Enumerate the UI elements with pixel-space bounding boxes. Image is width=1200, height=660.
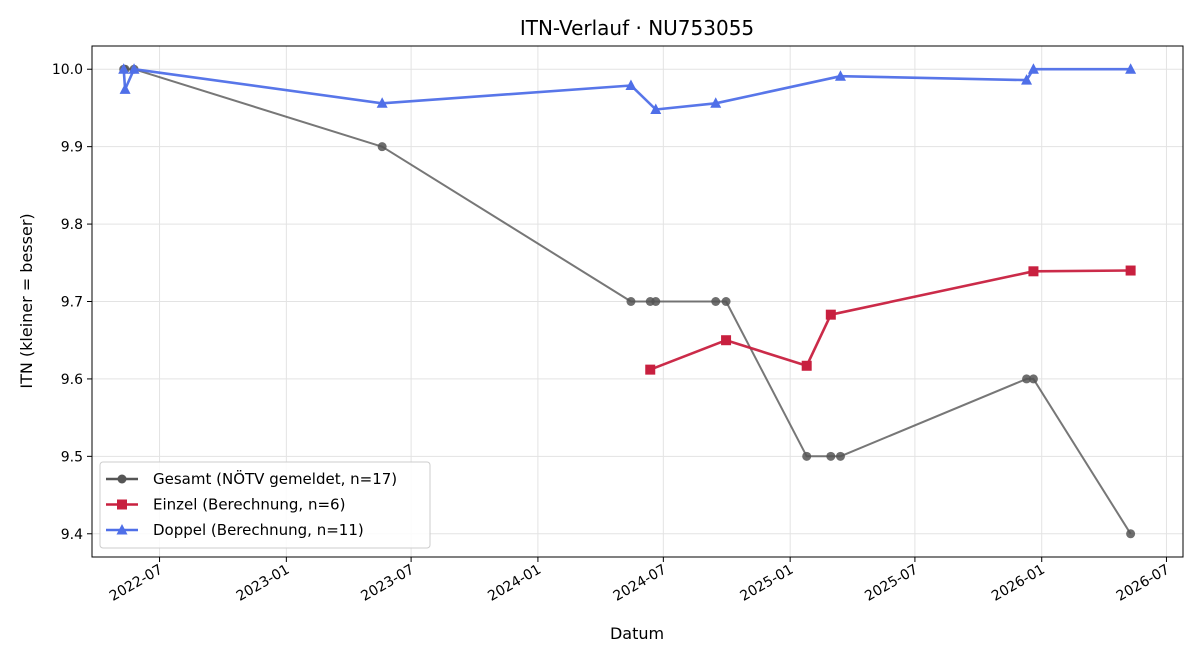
y-tick-label: 9.7 (61, 295, 83, 311)
y-axis-label: ITN (kleiner = besser) (17, 213, 36, 388)
y-tick-label: 9.4 (61, 527, 83, 543)
legend-box (99, 461, 431, 549)
y-tick-label: 9.8 (61, 217, 83, 233)
data-point (710, 97, 722, 108)
data-point (1126, 529, 1136, 539)
data-point (1028, 266, 1039, 277)
legend-entry: Gesamt (NÖTV gemeldet, n=17) (106, 469, 397, 488)
legend-label: Doppel (Berechnung, n=11) (153, 521, 364, 539)
legend-label: Einzel (Berechnung, n=6) (153, 496, 345, 514)
legend-marker (117, 474, 127, 484)
data-point (128, 63, 140, 74)
data-point (721, 335, 732, 346)
series-circle (119, 64, 1136, 539)
legend-entry: Einzel (Berechnung, n=6) (106, 496, 345, 514)
series-triangle (118, 63, 1137, 114)
data-point (1125, 265, 1136, 276)
data-point (826, 451, 836, 461)
data-point (1125, 63, 1137, 74)
data-point (825, 309, 836, 320)
legend-label: Gesamt (NÖTV gemeldet, n=17) (153, 469, 397, 488)
series-square (645, 265, 1136, 375)
data-point (711, 297, 721, 306)
data-point (834, 70, 846, 81)
data-point (1022, 374, 1032, 384)
data-point (376, 97, 388, 108)
y-tick-label: 9.6 (61, 372, 83, 388)
data-point (377, 142, 387, 152)
legend-marker (116, 524, 128, 535)
series-line (649, 269, 1131, 371)
data-point (1028, 374, 1038, 384)
legend-entry: Doppel (Berechnung, n=11) (106, 521, 364, 539)
data-point (650, 103, 662, 114)
x-axis-label: Datum (610, 624, 664, 643)
chart-title: ITN-Verlauf · NU753055 (520, 16, 754, 40)
data-point (721, 297, 731, 306)
data-point (625, 79, 637, 90)
y-tick-label: 10.0 (52, 62, 83, 78)
data-point (645, 364, 656, 375)
data-point (802, 451, 812, 461)
data-point (801, 360, 812, 371)
legend-marker (117, 499, 127, 510)
data-point (1027, 63, 1039, 74)
data-point (119, 83, 131, 94)
data-point (626, 297, 636, 306)
grid (92, 46, 1183, 557)
data-point (651, 297, 661, 306)
series-layer (118, 63, 1137, 539)
y-tick-label: 9.5 (61, 449, 83, 465)
data-point (118, 63, 130, 74)
y-tick-label: 9.9 (61, 140, 83, 156)
legend: Gesamt (NÖTV gemeldet, n=17) Einzel (Bere… (99, 461, 431, 549)
data-point (1021, 74, 1033, 85)
data-point (835, 451, 845, 461)
